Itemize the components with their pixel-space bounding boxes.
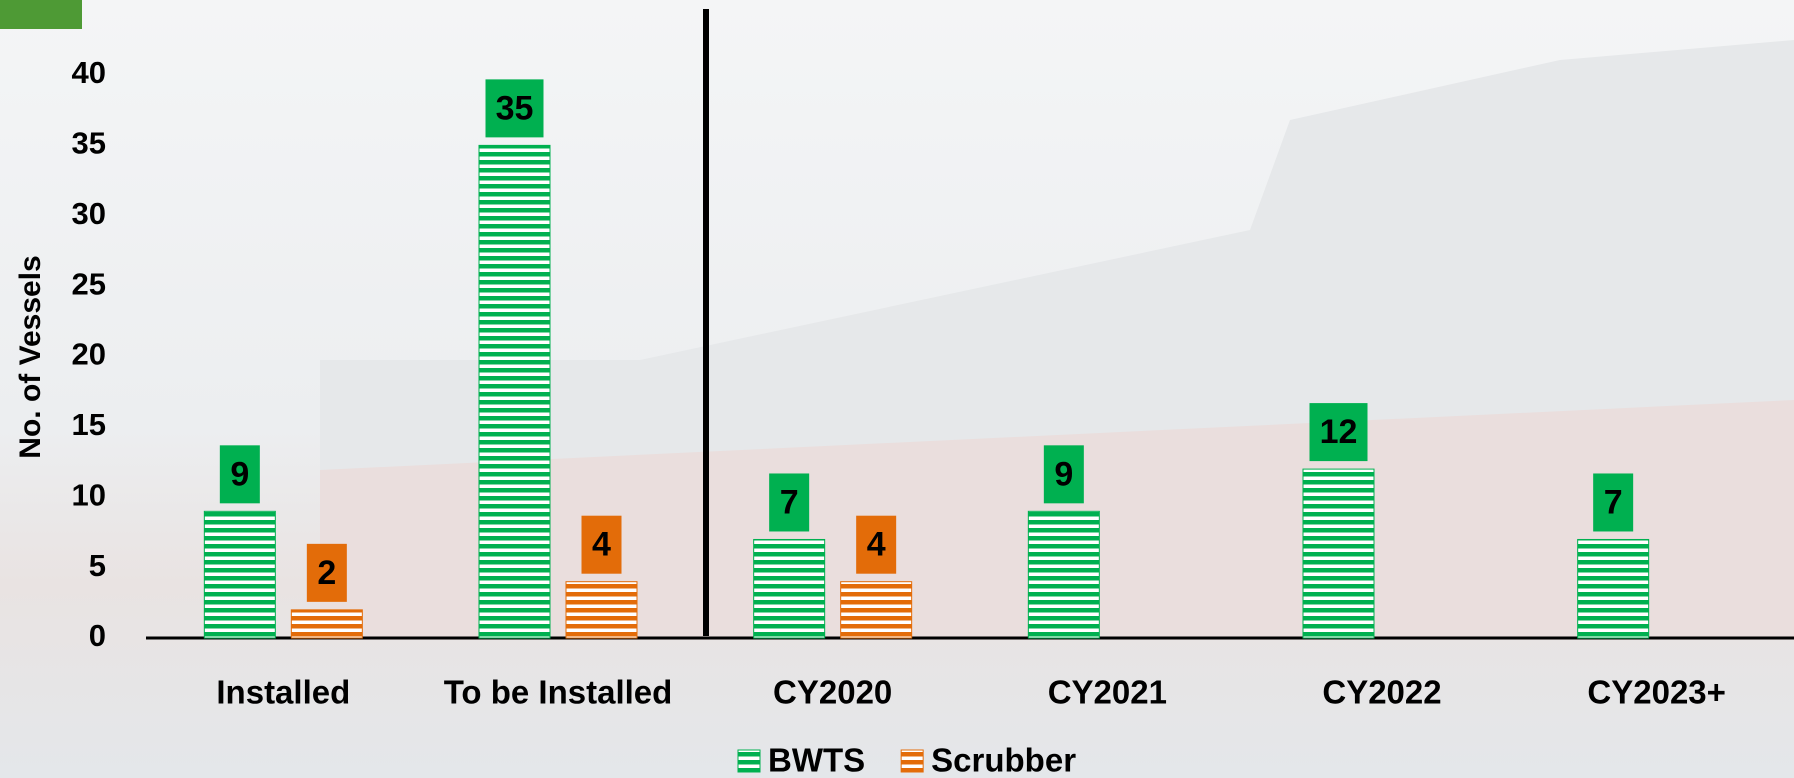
x-tick-label: To be Installed <box>444 674 673 711</box>
bar <box>203 510 276 639</box>
value-label-box <box>485 79 544 138</box>
x-tick-label: Installed <box>216 674 350 711</box>
y-tick-label: 5 <box>89 548 106 583</box>
value-label: 35 <box>496 89 534 127</box>
corner-badge <box>0 0 82 29</box>
x-tick-label: CY2022 <box>1322 674 1441 711</box>
y-tick-label: 25 <box>72 266 106 301</box>
value-label-box <box>1593 473 1634 532</box>
value-label: 4 <box>867 526 886 564</box>
y-tick-label: 35 <box>72 126 106 161</box>
x-tick-label: CY2021 <box>1048 674 1167 711</box>
value-label-box <box>581 515 622 574</box>
bar <box>1302 468 1375 639</box>
value-label-box <box>1043 445 1084 504</box>
value-label-box <box>219 445 260 504</box>
y-tick-label: 15 <box>72 407 106 442</box>
value-label: 9 <box>1054 455 1073 493</box>
value-label-box <box>856 515 897 574</box>
y-tick-label: 10 <box>72 477 106 512</box>
bar <box>478 144 551 639</box>
legend-swatch <box>737 749 761 773</box>
value-label: 12 <box>1320 413 1358 451</box>
legend-swatch <box>900 749 924 773</box>
legend-label: Scrubber <box>931 742 1076 778</box>
value-label: 4 <box>592 526 611 564</box>
value-label-box <box>769 473 810 532</box>
value-label: 7 <box>780 483 799 521</box>
value-label: 2 <box>317 554 336 592</box>
x-tick-label: CY2020 <box>773 674 892 711</box>
bar <box>840 581 913 639</box>
y-axis-title: No. of Vessels <box>14 255 47 458</box>
value-label: 7 <box>1604 483 1623 521</box>
bar <box>1577 538 1650 639</box>
value-label-box <box>1309 403 1368 462</box>
value-label-box <box>306 543 347 602</box>
y-tick-label: 20 <box>72 337 106 372</box>
bar <box>290 609 363 639</box>
x-tick-label: CY2023+ <box>1587 674 1726 711</box>
y-tick-label: 30 <box>72 196 106 231</box>
y-tick-label: 40 <box>72 55 106 90</box>
y-tick-label: 0 <box>89 618 106 653</box>
bar <box>753 538 826 639</box>
bar <box>565 581 638 639</box>
value-label: 9 <box>230 455 249 493</box>
legend-label: BWTS <box>768 742 865 778</box>
bar <box>1027 510 1100 639</box>
